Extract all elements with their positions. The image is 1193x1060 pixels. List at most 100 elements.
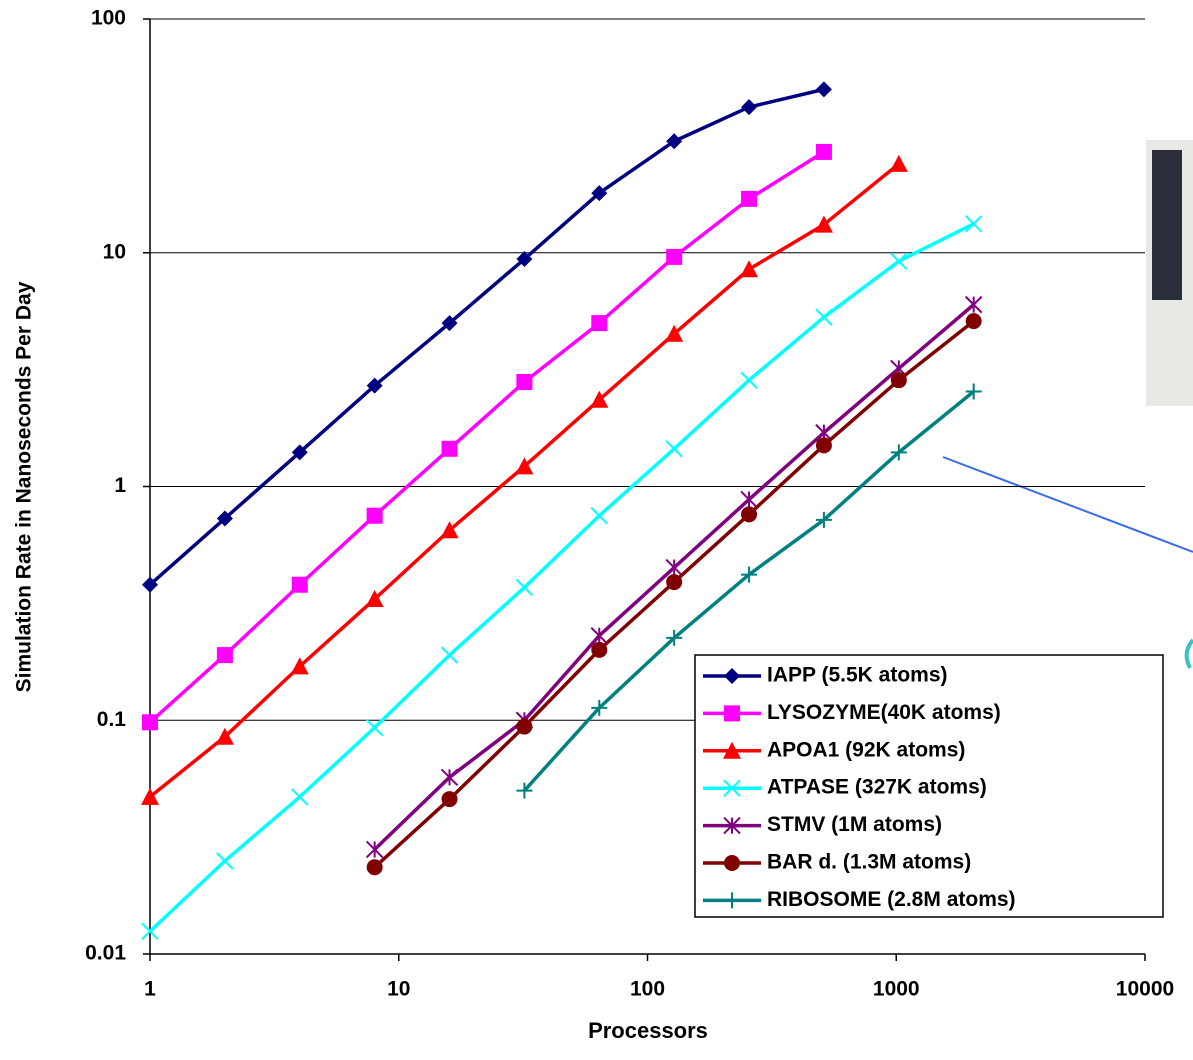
marker bbox=[590, 390, 609, 408]
series-line bbox=[148, 87, 825, 587]
series-line bbox=[148, 150, 825, 724]
marker bbox=[441, 315, 458, 332]
marker bbox=[666, 574, 683, 591]
series-line bbox=[148, 222, 975, 933]
legend-box bbox=[694, 654, 1164, 918]
marker bbox=[291, 576, 308, 593]
marker bbox=[723, 779, 741, 797]
y-tick-label: 0.1 bbox=[97, 708, 127, 731]
series bbox=[516, 383, 982, 799]
marker bbox=[366, 377, 383, 394]
photo-rack bbox=[1152, 150, 1182, 300]
marker bbox=[724, 705, 740, 722]
photo-edge bbox=[1184, 638, 1193, 669]
marker bbox=[216, 852, 234, 870]
marker bbox=[964, 295, 983, 314]
marker bbox=[516, 718, 533, 735]
legend-label: RIBOSOME (2.8M atoms) bbox=[767, 888, 1016, 911]
marker bbox=[740, 260, 759, 278]
marker bbox=[216, 510, 233, 527]
marker bbox=[665, 324, 684, 342]
legend: IAPP (5.5K atoms) LYSOZYME(40K atoms) APOA… bbox=[694, 654, 1164, 918]
marker bbox=[440, 521, 459, 539]
marker bbox=[890, 252, 908, 270]
series bbox=[366, 313, 982, 876]
marker bbox=[890, 444, 907, 461]
marker bbox=[965, 313, 982, 330]
x-tick-label: 10 bbox=[387, 978, 410, 1001]
x-tick-label: 10000 bbox=[1116, 978, 1174, 1001]
y-tick-label: 0.01 bbox=[85, 942, 126, 965]
legend-label: BAR d. (1.3M atoms) bbox=[767, 851, 971, 874]
marker bbox=[142, 714, 158, 731]
marker bbox=[741, 566, 758, 583]
marker bbox=[515, 578, 534, 597]
marker bbox=[890, 372, 907, 389]
marker bbox=[440, 768, 459, 787]
marker bbox=[964, 215, 983, 233]
marker bbox=[440, 646, 459, 664]
marker bbox=[516, 251, 533, 268]
y-tick-label: 10 bbox=[103, 240, 126, 263]
marker bbox=[591, 315, 608, 332]
marker bbox=[590, 506, 608, 525]
marker bbox=[591, 641, 608, 658]
marker bbox=[814, 215, 833, 233]
marker bbox=[142, 576, 158, 593]
marker bbox=[366, 859, 383, 876]
marker bbox=[441, 791, 458, 808]
marker bbox=[215, 727, 234, 745]
marker bbox=[723, 816, 741, 835]
legend-label: APOA1 (92K atoms) bbox=[767, 738, 965, 761]
marker bbox=[291, 444, 308, 461]
x-axis-label: Processors bbox=[588, 1018, 708, 1043]
y-axis-label: Simulation Rate in Nanoseconds Per Day bbox=[13, 281, 36, 692]
marker bbox=[815, 143, 832, 160]
pointer-line bbox=[942, 456, 1193, 553]
marker bbox=[740, 371, 758, 389]
marker bbox=[741, 99, 758, 116]
series bbox=[141, 154, 908, 805]
marker bbox=[291, 788, 309, 806]
marker bbox=[441, 440, 458, 457]
marker bbox=[741, 506, 758, 523]
marker bbox=[141, 922, 159, 941]
marker bbox=[216, 647, 233, 664]
series bbox=[142, 81, 832, 593]
marker bbox=[665, 558, 683, 577]
marker bbox=[290, 657, 309, 675]
y-tick-label: 1 bbox=[114, 474, 126, 497]
marker bbox=[365, 718, 384, 737]
marker bbox=[740, 490, 758, 509]
decoration bbox=[942, 140, 1193, 669]
marker bbox=[741, 190, 758, 207]
y-tick-label: 100 bbox=[91, 7, 126, 30]
marker bbox=[724, 855, 740, 871]
x-tick-label: 1 bbox=[144, 978, 156, 1001]
x-tick-label: 1000 bbox=[873, 978, 920, 1001]
marker bbox=[665, 440, 683, 458]
marker bbox=[724, 892, 740, 909]
marker bbox=[965, 383, 982, 400]
marker bbox=[141, 787, 159, 805]
marker bbox=[666, 629, 683, 646]
marker bbox=[590, 626, 608, 645]
marker bbox=[666, 133, 683, 150]
marker bbox=[365, 590, 384, 608]
marker bbox=[516, 782, 533, 799]
legend-label: IAPP (5.5K atoms) bbox=[767, 664, 948, 687]
marker bbox=[724, 668, 740, 684]
marker bbox=[815, 308, 833, 326]
x-tick-label: 100 bbox=[630, 978, 665, 1001]
legend-label: ATPASE (327K atoms) bbox=[767, 776, 987, 799]
legend-label: STMV (1M atoms) bbox=[767, 813, 942, 836]
marker bbox=[815, 81, 832, 98]
marker bbox=[591, 699, 608, 716]
marker bbox=[366, 507, 383, 524]
marker bbox=[666, 248, 683, 265]
marker bbox=[515, 457, 534, 475]
series bbox=[142, 143, 832, 731]
marker bbox=[889, 154, 908, 172]
series bbox=[141, 215, 983, 941]
